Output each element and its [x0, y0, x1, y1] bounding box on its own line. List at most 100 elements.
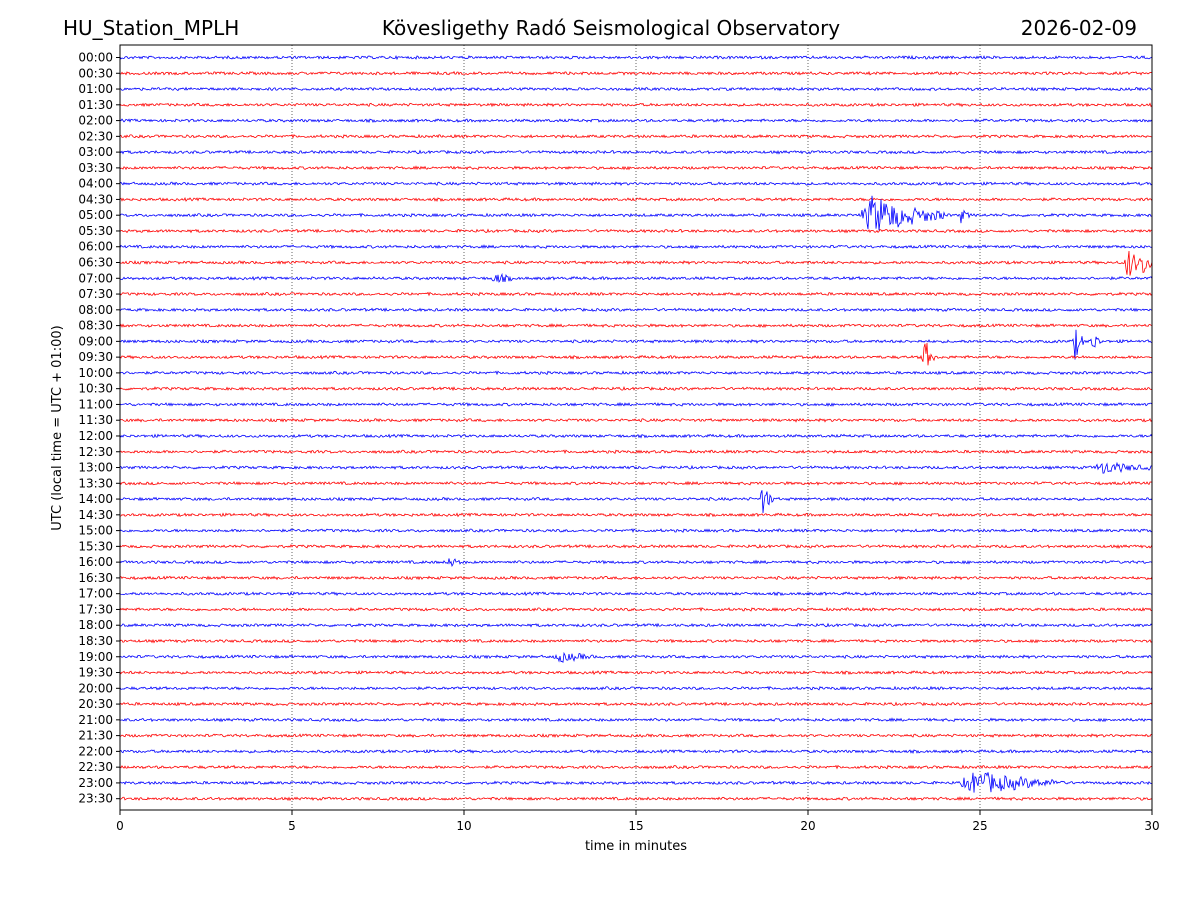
x-tick-label-0: 0 [116, 819, 124, 833]
y-tick-label-0300: 03:00 [78, 145, 113, 159]
trace-1800 [119, 622, 1153, 628]
trace-2200 [119, 748, 1153, 754]
trace-0130 [119, 102, 1153, 108]
y-tick-label-0930: 09:30 [78, 350, 113, 364]
trace-0730 [119, 291, 1153, 297]
trace-2230 [119, 764, 1153, 770]
y-tick-label-0400: 04:00 [78, 177, 113, 191]
y-tick-label-1330: 13:30 [78, 476, 113, 490]
trace-1230 [119, 449, 1153, 455]
y-tick-label-1000: 10:00 [78, 366, 113, 380]
y-tick-label-1630: 16:30 [78, 571, 113, 585]
trace-0200 [119, 118, 1153, 124]
trace-1200 [119, 433, 1153, 439]
trace-1900 [119, 651, 1153, 663]
x-tick-label-20: 20 [800, 819, 815, 833]
trace-0230 [119, 133, 1153, 139]
y-tick-label-0700: 07:00 [78, 271, 113, 285]
x-tick-label-10: 10 [456, 819, 471, 833]
trace-2030 [119, 701, 1153, 707]
trace-0900 [119, 329, 1153, 360]
trace-0930 [119, 342, 1153, 366]
trace-0100 [119, 86, 1153, 92]
trace-1530 [119, 543, 1153, 549]
y-tick-label-0500: 05:00 [78, 208, 113, 222]
y-tick-label-1500: 15:00 [78, 524, 113, 538]
trace-0030 [119, 70, 1153, 76]
trace-1600 [119, 558, 1153, 568]
trace-0000 [119, 54, 1153, 61]
y-tick-label-2230: 22:30 [78, 760, 113, 774]
station-title: HU_Station_MPLH [63, 16, 239, 40]
y-tick-label-0100: 01:00 [78, 82, 113, 96]
y-tick-label-2330: 23:30 [78, 792, 113, 806]
y-tick-label-1930: 19:30 [78, 666, 113, 680]
trace-1500 [119, 527, 1153, 533]
y-tick-label-0230: 02:30 [78, 129, 113, 143]
trace-1630 [119, 575, 1153, 581]
trace-2130 [119, 733, 1153, 739]
y-tick-label-2130: 21:30 [78, 729, 113, 743]
trace-0400 [119, 181, 1153, 187]
y-tick-label-0900: 09:00 [78, 334, 113, 348]
trace-1130 [119, 417, 1153, 423]
y-tick-label-1300: 13:00 [78, 461, 113, 475]
y-tick-label-0600: 06:00 [78, 240, 113, 254]
trace-1830 [119, 638, 1153, 644]
y-tick-label-0830: 08:30 [78, 319, 113, 333]
y-tick-label-1530: 15:30 [78, 539, 113, 553]
y-tick-label-0800: 08:00 [78, 303, 113, 317]
y-tick-label-1030: 10:30 [78, 382, 113, 396]
y-tick-label-0130: 01:30 [78, 98, 113, 112]
trace-0300 [119, 149, 1153, 155]
y-tick-label-0200: 02:00 [78, 114, 113, 128]
trace-2000 [119, 685, 1153, 691]
trace-1430 [119, 512, 1153, 518]
trace-2330 [119, 796, 1153, 802]
plot-frame [119, 44, 1153, 811]
y-tick-label-2300: 23:00 [78, 776, 113, 790]
y-tick-label-0730: 07:30 [78, 287, 113, 301]
trace-1030 [119, 386, 1153, 392]
seismic-traces [119, 54, 1153, 802]
x-axis-ticks: 0 5 10 15 20 25 30 [116, 810, 1160, 833]
y-tick-label-2100: 21:00 [78, 713, 113, 727]
x-axis-label: time in minutes [585, 839, 687, 854]
y-tick-label-1900: 19:00 [78, 650, 113, 664]
date-title: 2026-02-09 [1021, 16, 1137, 40]
trace-1100 [119, 401, 1153, 407]
trace-0530 [119, 228, 1153, 234]
y-tick-label-0630: 06:30 [78, 256, 113, 270]
x-tick-label-25: 25 [972, 819, 987, 833]
trace-2100 [119, 717, 1153, 723]
observatory-title: Kövesligethy Radó Seismological Observat… [382, 16, 840, 40]
y-tick-label-1730: 17:30 [78, 602, 113, 616]
y-tick-label-1100: 11:00 [78, 397, 113, 411]
trace-0830 [119, 323, 1153, 329]
y-tick-label-1800: 18:00 [78, 618, 113, 632]
y-tick-label-0330: 03:30 [78, 161, 113, 175]
y-tick-label-2000: 20:00 [78, 681, 113, 695]
y-tick-label-1700: 17:00 [78, 587, 113, 601]
trace-2300 [119, 772, 1153, 793]
y-tick-label-2030: 20:30 [78, 697, 113, 711]
y-tick-label-1230: 12:30 [78, 445, 113, 459]
trace-0800 [119, 307, 1153, 313]
trace-1400 [119, 490, 1153, 514]
y-tick-label-1130: 11:30 [78, 413, 113, 427]
y-tick-label-1400: 14:00 [78, 492, 113, 506]
y-tick-label-1430: 14:30 [78, 508, 113, 522]
trace-1000 [119, 370, 1153, 376]
trace-1330 [119, 480, 1153, 486]
trace-0700 [119, 272, 1153, 283]
trace-0600 [119, 244, 1153, 250]
trace-1930 [119, 670, 1153, 676]
x-tick-label-15: 15 [628, 819, 643, 833]
y-tick-label-2200: 22:00 [78, 744, 113, 758]
x-tick-label-30: 30 [1144, 819, 1159, 833]
y-tick-label-1200: 12:00 [78, 429, 113, 443]
y-tick-label-1830: 18:30 [78, 634, 113, 648]
